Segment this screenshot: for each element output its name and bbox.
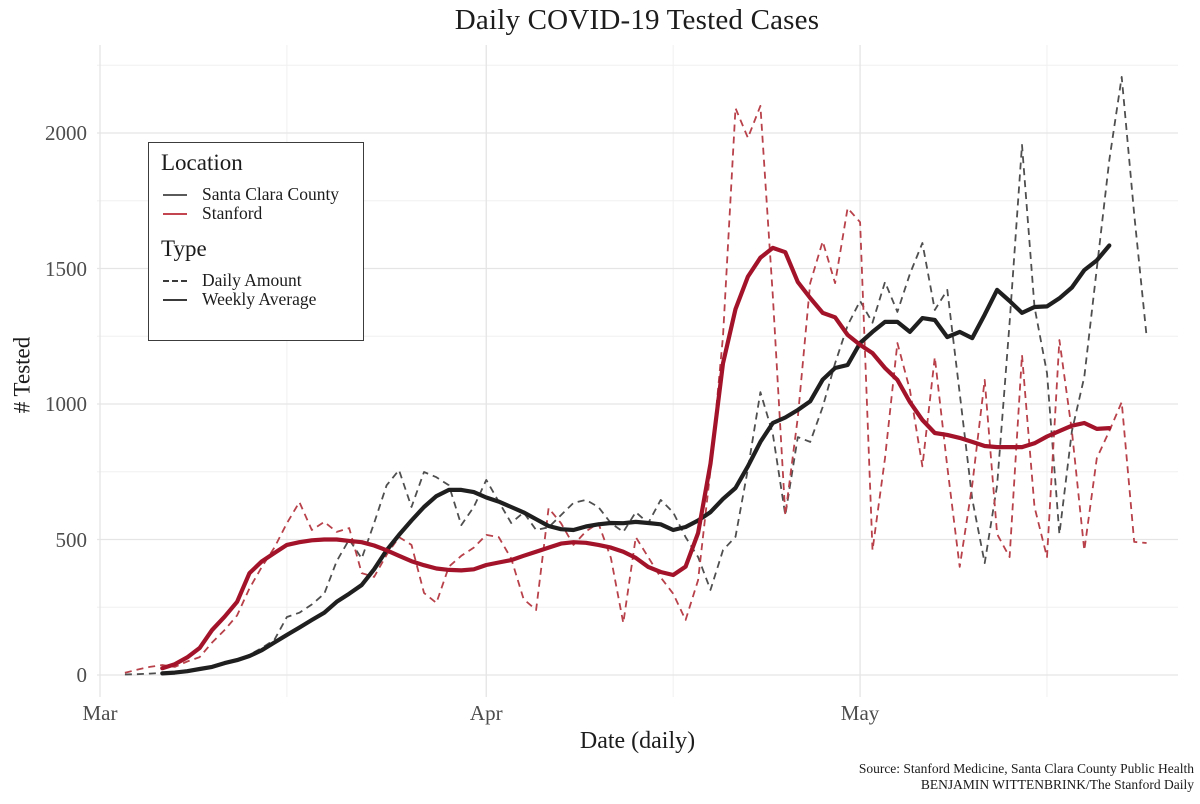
legend-item-daily-amount: Daily Amount — [149, 270, 363, 290]
y-tick-label: 0 — [76, 663, 88, 687]
credit-line: BENJAMIN WITTENBRINK/The Stanford Daily — [920, 777, 1194, 792]
chart-title: Daily COVID-19 Tested Cases — [454, 4, 820, 36]
legend-item-santa-clara-county: Santa Clara County — [149, 184, 363, 204]
source-attribution: Source: Stanford Medicine, Santa Clara C… — [859, 761, 1194, 793]
x-tick-label: May — [840, 701, 880, 725]
x-axis-title: Date (daily) — [579, 728, 696, 754]
y-tick-label: 500 — [55, 527, 88, 552]
x-tick-label: Mar — [82, 701, 118, 725]
y-tick-label: 2000 — [45, 121, 87, 145]
legend-item-weekly-average: Weekly Average — [149, 289, 363, 309]
legend-item-label: Santa Clara County — [202, 184, 340, 204]
legend-item-label: Daily Amount — [202, 270, 302, 290]
legend-item-label: Weekly Average — [202, 289, 317, 309]
solid-line-swatch-icon — [163, 298, 187, 301]
stanford-line-swatch-icon — [163, 212, 187, 215]
y-tick-label: 1000 — [45, 392, 87, 416]
source-line: Source: Stanford Medicine, Santa Clara C… — [858, 761, 1194, 776]
dashed-line-swatch-icon — [163, 279, 187, 282]
legend-location-header: Location — [161, 150, 243, 175]
legend-type-header: Type — [161, 236, 207, 261]
y-tick-label: 1500 — [45, 256, 87, 281]
santa-clara-line-swatch-icon — [163, 193, 187, 196]
legend-box: Location Santa Clara County Stanford Typ… — [148, 142, 364, 341]
legend-item-label: Stanford — [202, 203, 263, 223]
legend-item-stanford: Stanford — [149, 203, 363, 223]
x-tick-label: Apr — [469, 701, 503, 725]
